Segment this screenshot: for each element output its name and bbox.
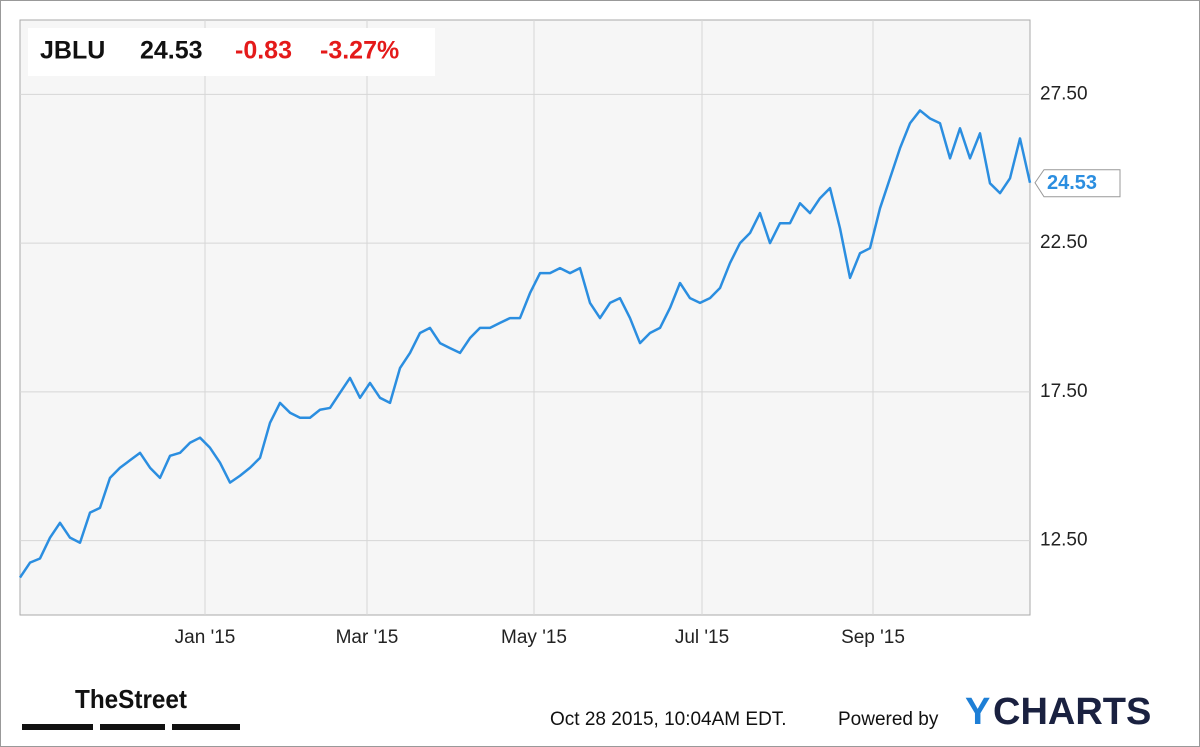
logo-bar: [172, 724, 240, 730]
header-box: [28, 28, 435, 76]
x-tick-label: Mar '15: [336, 627, 399, 648]
last-value-box: [1034, 169, 1121, 198]
timestamp: Oct 28 2015, 10:04AM EDT.: [550, 709, 787, 730]
x-tick-label: Sep '15: [841, 627, 905, 648]
source-logo: TheStreet: [75, 684, 187, 714]
price-line: [18, 109, 1032, 579]
plot: [18, 109, 1032, 579]
brand-rest: CHARTS: [993, 691, 1151, 733]
x-tick-label: Jan '15: [175, 627, 236, 648]
price: 24.53: [140, 37, 203, 65]
powered-by: Powered by: [838, 709, 939, 730]
logo-bar: [100, 724, 165, 730]
y-tick-label: 27.50: [1040, 83, 1088, 104]
logo-bar: [22, 724, 93, 730]
plot-area: [19, 19, 1031, 616]
change-percent: -3.27%: [320, 37, 399, 65]
symbol: JBLU: [40, 37, 105, 65]
x-tick-label: May '15: [501, 627, 567, 648]
y-tick-label: 22.50: [1040, 232, 1088, 253]
brand-y: Y: [965, 691, 990, 733]
grid: [20, 20, 1030, 615]
last-value-label: 24.53: [1047, 172, 1097, 194]
change: -0.83: [235, 37, 292, 65]
y-tick-label: 17.50: [1040, 381, 1088, 402]
x-tick-label: Jul '15: [675, 627, 729, 648]
y-tick-label: 12.50: [1040, 530, 1088, 551]
